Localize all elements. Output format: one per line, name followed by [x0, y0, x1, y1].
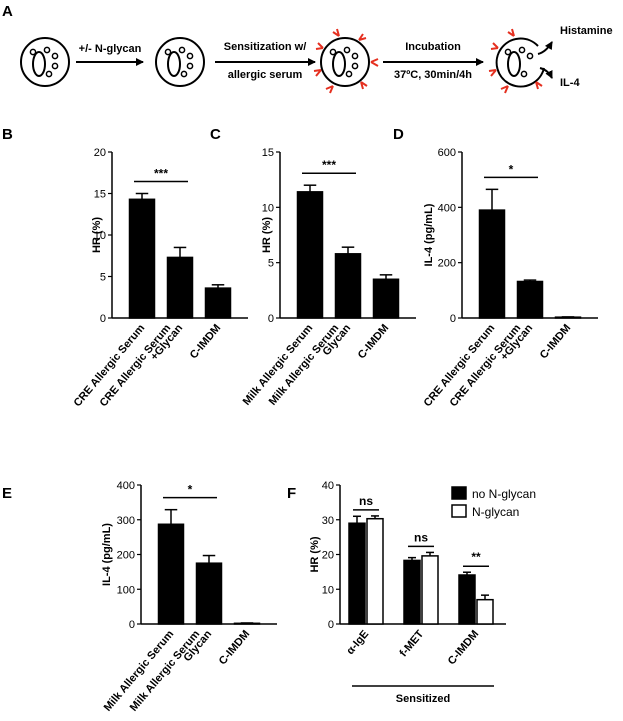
histamine-arrow [537, 41, 553, 55]
y-tick-label: 20 [94, 147, 106, 159]
bar [195, 562, 223, 625]
bar [366, 517, 384, 625]
panel-label-e: E [2, 485, 12, 502]
category-label: C-IMDM [188, 322, 224, 361]
cell-4-degranulating [488, 28, 553, 94]
y-tick-label: 10 [262, 202, 274, 214]
y-tick-label: 5 [268, 258, 274, 270]
il4-arrow [539, 67, 553, 79]
y-tick-label: 400 [438, 202, 456, 214]
y-tick-label: 0 [328, 619, 334, 631]
y-tick-label: 0 [450, 313, 456, 325]
bar [348, 522, 366, 625]
y-tick-label: 300 [117, 515, 135, 527]
category-label: C-IMDM [446, 628, 482, 667]
significance-label: *** [154, 167, 168, 181]
legend-label: no N-glycan [472, 487, 536, 501]
panel-label-b: B [2, 126, 13, 143]
step-3-label-line1: Incubation [405, 41, 461, 53]
y-tick-label: 0 [268, 313, 274, 325]
bar [421, 555, 439, 625]
bar [157, 523, 185, 625]
category-label: C-IMDM [356, 322, 392, 361]
y-tick-label: 15 [94, 189, 106, 201]
group-label: Sensitized [396, 693, 450, 705]
category-label: α-IgE [344, 628, 371, 657]
significance-label: * [509, 162, 514, 176]
y-tick-label: 200 [438, 258, 456, 270]
y-tick-label: 100 [117, 584, 135, 596]
y-axis-label: IL-4 (pg/mL) [101, 523, 113, 586]
y-axis-label: HR (%) [91, 217, 103, 253]
legend-swatch [451, 486, 467, 500]
legend-label: N-glycan [472, 505, 519, 519]
category-label: f-MET [397, 628, 426, 659]
y-tick-label: 20 [322, 550, 334, 562]
bar [166, 256, 194, 319]
panel-label-c: C [210, 126, 221, 143]
panel-label-a: A [2, 3, 13, 20]
panel-label-d: D [393, 126, 404, 143]
panel-label-f: F [287, 485, 296, 502]
cell-3-sensitized [313, 28, 379, 94]
y-tick-label: 0 [129, 619, 135, 631]
y-tick-label: 400 [117, 480, 135, 492]
category-label: C-IMDM [217, 628, 253, 667]
legend-swatch [451, 504, 467, 518]
significance-label: ns [414, 530, 428, 544]
chart-f: 0 10 20 30 40 HR (%) ns ns ** no N-glycan N-glycan… [309, 480, 536, 705]
significance-label: * [188, 483, 193, 497]
bar [476, 598, 494, 625]
bar [403, 559, 421, 625]
y-tick-label: 200 [117, 550, 135, 562]
step-2-label-line2: allergic serum [228, 69, 303, 81]
bar [128, 198, 156, 319]
bar [334, 253, 362, 319]
bar [204, 287, 232, 319]
output-histamine-label: Histamine [560, 25, 613, 37]
bar [516, 280, 544, 319]
step-3-label-line2: 37ºC, 30min/4h [394, 69, 472, 81]
bar [372, 278, 400, 319]
significance-label: ** [471, 550, 481, 564]
bar [458, 574, 476, 625]
y-axis-label: HR (%) [261, 217, 273, 253]
y-tick-label: 10 [94, 230, 106, 242]
y-tick-label: 30 [322, 515, 334, 527]
y-tick-label: 10 [322, 584, 334, 596]
bar [296, 191, 324, 319]
y-tick-label: 40 [322, 480, 334, 492]
output-il4-label: IL-4 [560, 77, 580, 89]
y-tick-label: 0 [100, 313, 106, 325]
cell-1 [20, 37, 70, 87]
bar [478, 209, 506, 319]
cell-2 [155, 37, 205, 87]
y-tick-label: 600 [438, 147, 456, 159]
y-axis-label: HR (%) [309, 536, 321, 572]
y-tick-label: 15 [262, 147, 274, 159]
category-label: C-IMDM [538, 322, 574, 361]
ige-receptors [488, 28, 543, 94]
step-2-label-line1: Sensitization w/ [224, 41, 307, 53]
significance-label: *** [322, 158, 336, 172]
y-tick-label: 5 [100, 272, 106, 284]
step-1-label: +/- N-glycan [79, 43, 142, 55]
y-axis-label: IL-4 (pg/mL) [423, 203, 435, 266]
ige-receptors [313, 28, 379, 94]
significance-label: ns [359, 494, 373, 508]
schematic: +/- N-glycan Sensitization w/ allergic s… [20, 25, 613, 94]
